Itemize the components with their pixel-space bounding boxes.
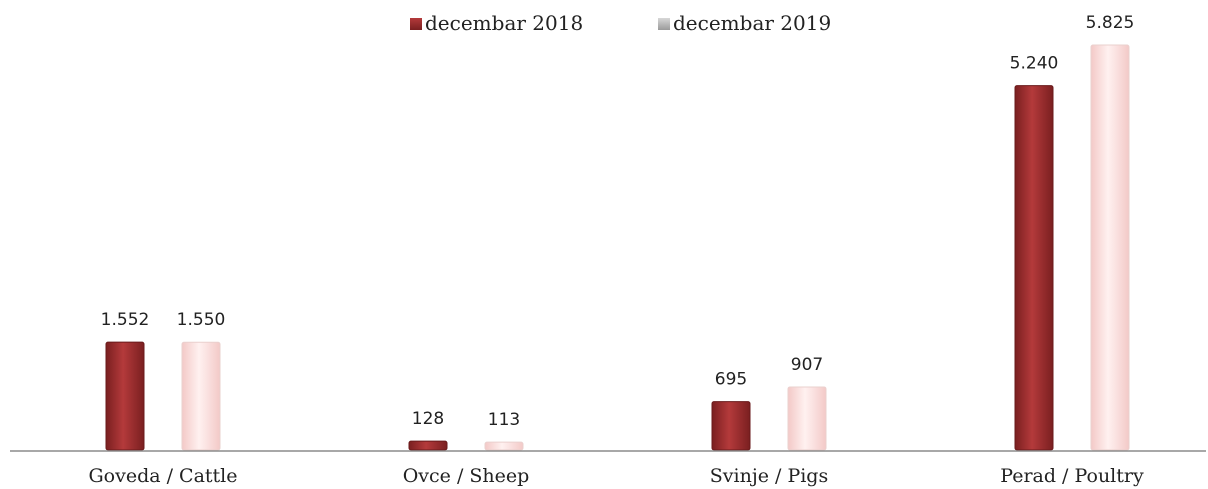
bar-perad-poultry-decembar-2018 bbox=[1014, 85, 1054, 451]
category-label-ovce-sheep: Ovce / Sheep bbox=[403, 465, 530, 487]
legend-label-decembar-2018: decembar 2018 bbox=[425, 11, 583, 35]
legend-label-decembar-2019: decembar 2019 bbox=[673, 11, 831, 35]
category-labels-group: Goveda / Cattle Ovce / Sheep Svinje / Pigs… bbox=[88, 465, 1144, 487]
value-label-svinje-pigs-decembar-2019: 907 bbox=[791, 355, 823, 375]
bars-group bbox=[105, 44, 1130, 451]
bar-goveda-cattle-decembar-2019 bbox=[181, 341, 221, 451]
value-label-svinje-pigs-decembar-2018: 695 bbox=[715, 370, 747, 390]
value-labels-group: 1.552 1.550 128 113 695 907 5.240 5.825 bbox=[101, 13, 1135, 430]
value-label-perad-poultry-decembar-2019: 5.825 bbox=[1086, 13, 1135, 33]
value-label-goveda-cattle-decembar-2019: 1.550 bbox=[177, 310, 226, 330]
legend: decembar 2018 decembar 2019 bbox=[410, 11, 831, 35]
value-label-ovce-sheep-decembar-2019: 113 bbox=[488, 410, 520, 430]
category-label-goveda-cattle: Goveda / Cattle bbox=[88, 465, 237, 487]
category-label-svinje-pigs: Svinje / Pigs bbox=[710, 465, 828, 487]
bar-ovce-sheep-decembar-2018 bbox=[408, 440, 448, 451]
bar-svinje-pigs-decembar-2018 bbox=[711, 401, 751, 451]
bar-ovce-sheep-decembar-2019 bbox=[484, 441, 524, 451]
value-label-goveda-cattle-decembar-2018: 1.552 bbox=[101, 310, 150, 330]
value-label-perad-poultry-decembar-2018: 5.240 bbox=[1010, 54, 1059, 74]
legend-swatch-decembar-2018 bbox=[410, 18, 422, 30]
bar-perad-poultry-decembar-2019 bbox=[1090, 44, 1130, 451]
legend-swatch-decembar-2019 bbox=[658, 18, 670, 30]
bar-goveda-cattle-decembar-2018 bbox=[105, 341, 145, 451]
bar-svinje-pigs-decembar-2019 bbox=[787, 386, 827, 451]
value-label-ovce-sheep-decembar-2018: 128 bbox=[412, 409, 444, 429]
category-label-perad-poultry: Perad / Poultry bbox=[1000, 465, 1144, 487]
